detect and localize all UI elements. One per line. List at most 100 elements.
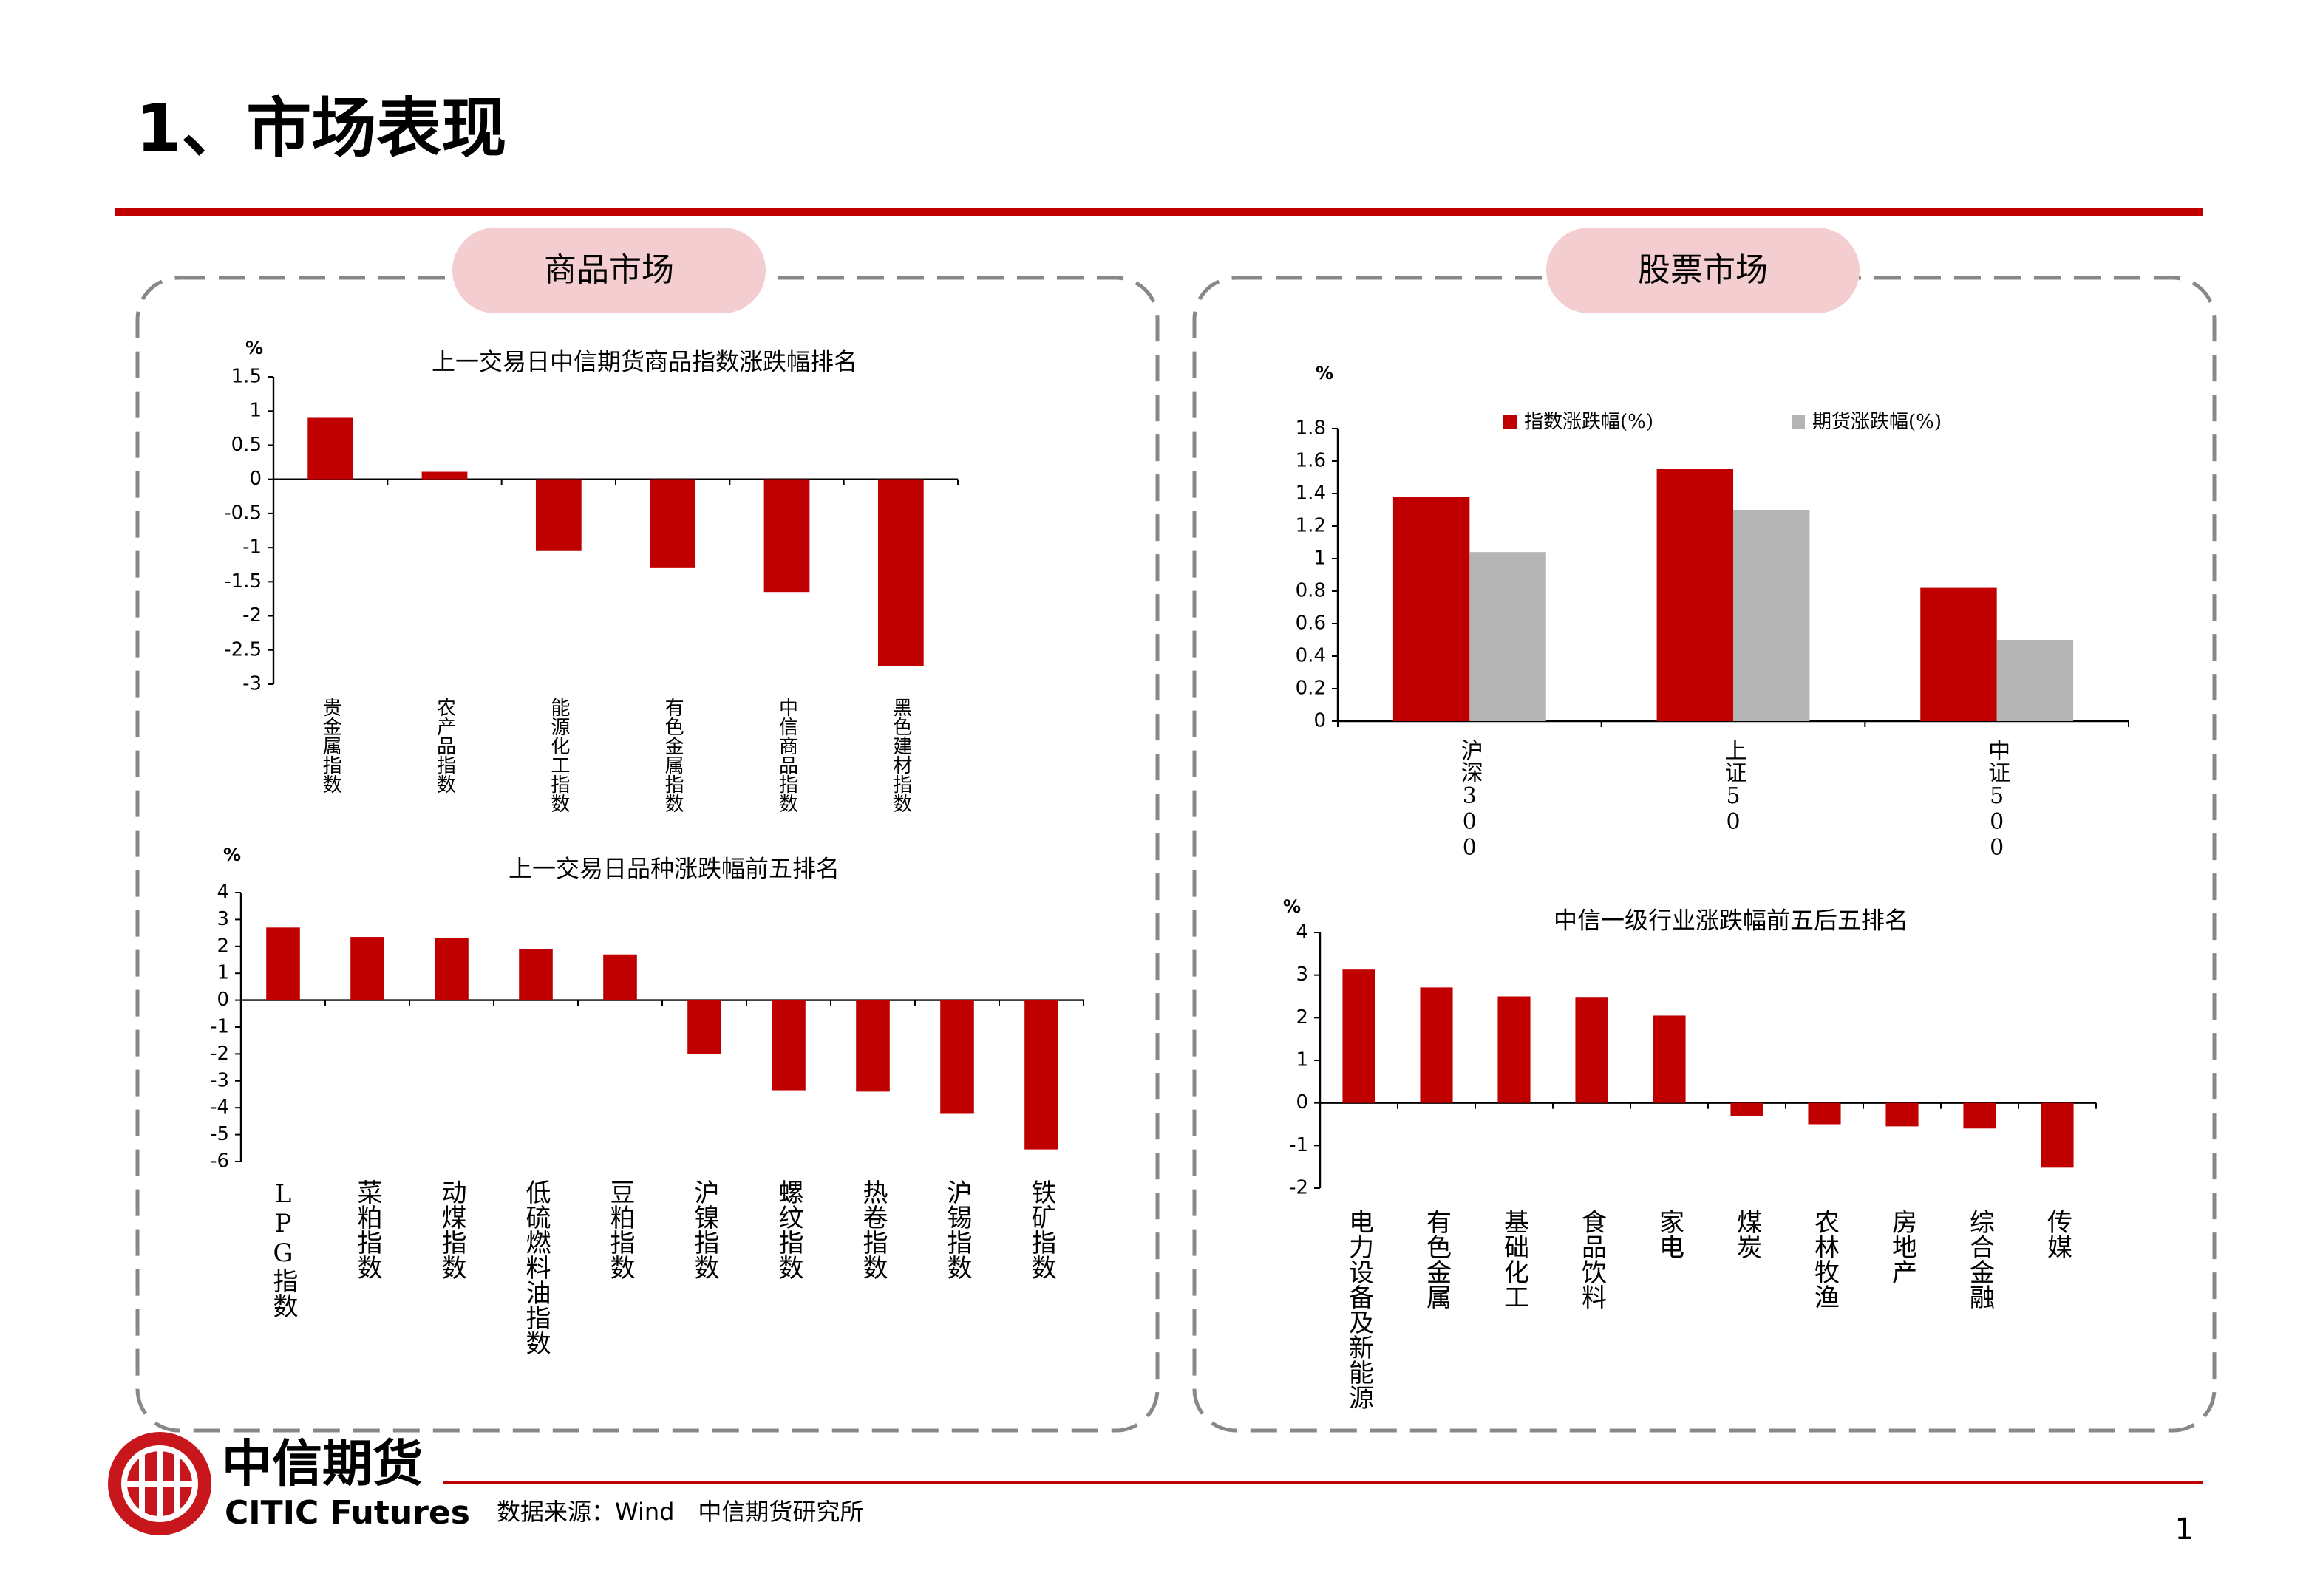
x-tick-label: 家电: [1655, 1209, 1684, 1259]
chart-title: 上一交易日品种涨跌幅前五排名: [509, 855, 840, 883]
y-tick-label: -0.5: [224, 502, 262, 524]
y-tick-label: -2: [210, 1043, 229, 1065]
x-tick-label: 有色金属: [1422, 1209, 1452, 1309]
x-tick-label: 黑色建材指数: [890, 698, 912, 813]
bar: [1497, 996, 1531, 1103]
page-title: 1、市场表现: [136, 90, 506, 166]
y-tick-label: 0.6: [1296, 613, 1326, 635]
y-tick-label: -4: [210, 1097, 229, 1119]
legend-label: 期货涨跌幅(%): [1812, 411, 1942, 433]
x-tick-label: 电力设备及新能源: [1344, 1209, 1374, 1410]
y-tick-label: -1: [242, 536, 262, 559]
bar: [1420, 987, 1453, 1103]
bar: [1808, 1102, 1841, 1125]
bar: [940, 1000, 974, 1114]
bar: [1469, 552, 1546, 721]
x-tick-label: 螺纹指数: [774, 1179, 803, 1280]
y-tick-label: 0.2: [1296, 678, 1326, 700]
x-tick-label: 热卷指数: [858, 1179, 888, 1280]
y-tick-label: 1: [217, 962, 229, 984]
bar: [2041, 1102, 2074, 1168]
x-tick-label: 菜粕指数: [353, 1179, 382, 1280]
x-tick-label: 基础化工: [1500, 1209, 1529, 1309]
y-tick-label: -3: [210, 1069, 229, 1091]
y-tick-label: -5: [210, 1123, 229, 1145]
y-axis-unit: %: [245, 338, 263, 358]
y-tick-label: 2: [217, 935, 229, 957]
panel-label: 商品市场: [544, 251, 674, 289]
bar: [763, 479, 810, 593]
bar: [1392, 497, 1470, 721]
y-tick-label: 1: [249, 400, 262, 422]
y-tick-label: 0: [1313, 710, 1326, 732]
bar: [603, 954, 637, 1000]
y-tick-label: 3: [1296, 964, 1308, 986]
bar: [266, 927, 300, 1000]
y-tick-label: 1.4: [1296, 482, 1326, 505]
panel-pill: [1546, 228, 1860, 313]
x-tick-label: 豆粕指数: [605, 1179, 635, 1280]
bar: [435, 938, 469, 1000]
bar: [1730, 1102, 1763, 1116]
x-tick-label: 房地产: [1888, 1209, 1917, 1284]
x-tick-label: 沪锡指数: [942, 1179, 972, 1280]
panel-frame: [1192, 276, 2217, 1433]
y-tick-label: 4: [1296, 921, 1308, 944]
x-tick-label: 中信商品指数: [776, 698, 798, 813]
x-tick-label: 能源化工指数: [548, 698, 570, 813]
y-tick-label: 0: [249, 468, 262, 490]
x-tick-label: 沪镍指数: [690, 1179, 719, 1280]
y-tick-label: 1.6: [1296, 450, 1326, 472]
x-tick-label: 中证500: [1984, 739, 2010, 861]
x-tick-label: LPG指数: [268, 1179, 298, 1318]
y-tick-label: 1.5: [231, 366, 262, 388]
x-tick-label: 综合金融: [1965, 1209, 1995, 1309]
panel-pill: [452, 228, 766, 313]
y-tick-label: -3: [242, 673, 262, 695]
panel-frame: [135, 276, 1160, 1433]
bar: [856, 1000, 890, 1092]
y-tick-label: -1.5: [224, 570, 262, 593]
legend-swatch: [1503, 415, 1517, 429]
bar: [307, 417, 354, 480]
x-tick-label: 沪深300: [1457, 739, 1483, 861]
x-tick-label: 食品饮料: [1577, 1209, 1607, 1309]
bar: [1656, 469, 1733, 721]
x-tick-label: 动煤指数: [437, 1179, 466, 1280]
bar: [877, 479, 924, 666]
bar: [1342, 969, 1375, 1103]
y-tick-label: 3: [217, 908, 229, 930]
x-tick-label: 农产品指数: [434, 698, 456, 794]
x-tick-label: 低硫燃料油指数: [521, 1179, 551, 1355]
y-axis-unit: %: [223, 845, 241, 865]
y-tick-label: 4: [217, 881, 229, 904]
bar: [1963, 1102, 1996, 1129]
page-number: 1: [2175, 1513, 2194, 1546]
legend-swatch: [1792, 415, 1805, 429]
data-source: 数据来源：Wind 中信期货研究所: [497, 1498, 863, 1526]
y-tick-label: -2: [242, 604, 262, 627]
bar: [1653, 1015, 1686, 1103]
bar: [1920, 587, 1997, 721]
y-axis-unit: %: [1283, 896, 1301, 917]
y-tick-label: 0.4: [1296, 645, 1326, 667]
bar: [772, 1000, 806, 1091]
x-tick-label: 农林牧渔: [1810, 1209, 1840, 1309]
y-axis-unit: %: [1316, 363, 1333, 383]
y-tick-label: 1.2: [1296, 515, 1326, 537]
title-rule: [115, 208, 2203, 216]
logo: [108, 1432, 211, 1535]
y-tick-label: 0.8: [1296, 580, 1326, 602]
brand-cn: 中信期货: [222, 1436, 423, 1494]
y-tick-label: -2.5: [224, 638, 262, 661]
bar: [1885, 1102, 1919, 1127]
chart-title: 上一交易日中信期货商品指数涨跌幅排名: [432, 348, 857, 376]
y-tick-label: -1: [1289, 1134, 1308, 1156]
chart-title: 中信一级行业涨跌幅前五后五排名: [1554, 907, 1908, 935]
bar: [687, 1000, 721, 1054]
bar: [1733, 510, 1810, 721]
bar: [535, 479, 582, 551]
bar: [350, 937, 384, 1000]
